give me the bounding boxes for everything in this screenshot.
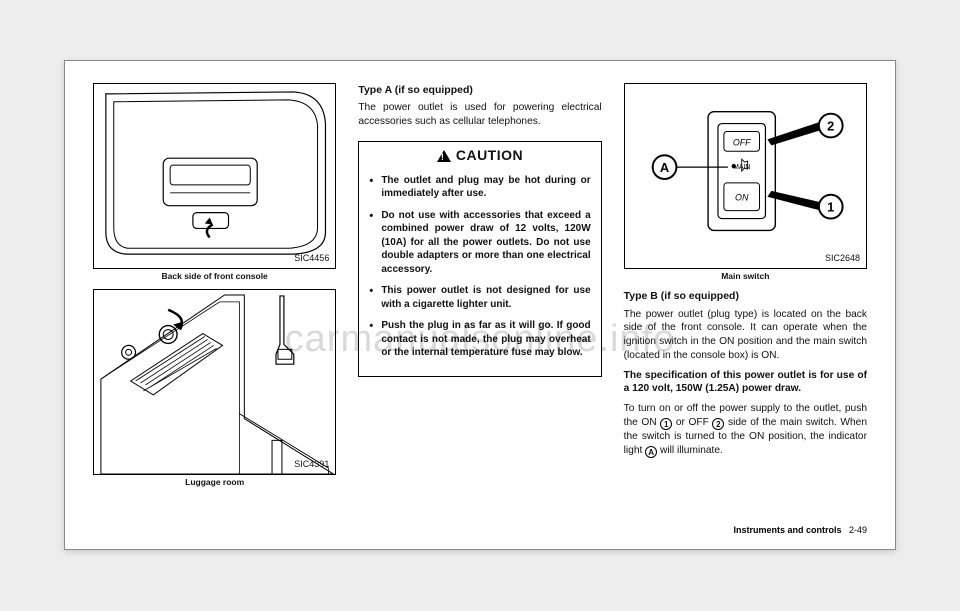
paragraph-bold: The specification of this power outlet i…	[624, 369, 867, 397]
manual-page: SIC4456 Back side of front console	[64, 60, 896, 550]
marker-a: A	[645, 446, 657, 458]
figure-front-console: SIC4456	[93, 83, 336, 269]
figure-label: SIC4391	[294, 458, 329, 470]
column-1: SIC4456 Back side of front console	[93, 83, 336, 519]
luggage-illustration	[94, 290, 335, 474]
figure-label: SIC2648	[825, 252, 860, 264]
figure-caption: Main switch	[624, 271, 867, 282]
svg-text:A: A	[660, 160, 669, 175]
svg-text:ON: ON	[735, 193, 749, 203]
caution-item: The outlet and plug may be hot during or…	[369, 174, 590, 201]
paragraph: The power outlet (plug type) is located …	[624, 308, 867, 363]
svg-text:2: 2	[827, 118, 834, 133]
column-3: OFF MAIN ON 2 1 A	[624, 83, 867, 519]
figure-label: SIC4456	[294, 252, 329, 264]
page-footer: Instruments and controls 2-49	[93, 525, 867, 535]
caution-item: Do not use with accessories that exceed …	[369, 209, 590, 277]
warning-triangle-icon	[437, 150, 451, 162]
marker-1: 1	[660, 418, 672, 430]
figure-main-switch: OFF MAIN ON 2 1 A	[624, 83, 867, 269]
marker-2: 2	[712, 418, 724, 430]
column-2: Type A (if so equipped) The power outlet…	[358, 83, 601, 519]
section-heading-type-b: Type B (if so equipped)	[624, 289, 867, 303]
text-fragment: or OFF	[676, 417, 713, 428]
footer-section: Instruments and controls	[733, 525, 841, 535]
figure-caption: Luggage room	[93, 477, 336, 488]
column-layout: SIC4456 Back side of front console	[93, 83, 867, 519]
svg-text:OFF: OFF	[732, 137, 750, 147]
figure-luggage-room: SIC4391	[93, 289, 336, 475]
console-illustration	[94, 84, 335, 268]
svg-text:1: 1	[827, 200, 834, 215]
paragraph: To turn on or off the power supply to th…	[624, 402, 867, 458]
section-heading-type-a: Type A (if so equipped)	[358, 83, 601, 97]
caution-body: The outlet and plug may be hot during or…	[359, 168, 600, 376]
switch-illustration: OFF MAIN ON 2 1 A	[625, 84, 866, 268]
caution-box: CAUTION The outlet and plug may be hot d…	[358, 141, 601, 377]
text-fragment: will illuminate.	[660, 445, 723, 456]
footer-page: 2-49	[849, 525, 867, 535]
caution-title: CAUTION	[359, 142, 600, 168]
caution-item: This power outlet is not designed for us…	[369, 284, 590, 311]
caution-item: Push the plug in as far as it will go. I…	[369, 319, 590, 360]
caution-title-text: CAUTION	[456, 147, 523, 163]
paragraph: The power outlet is used for powering el…	[358, 101, 601, 129]
figure-caption: Back side of front console	[93, 271, 336, 282]
